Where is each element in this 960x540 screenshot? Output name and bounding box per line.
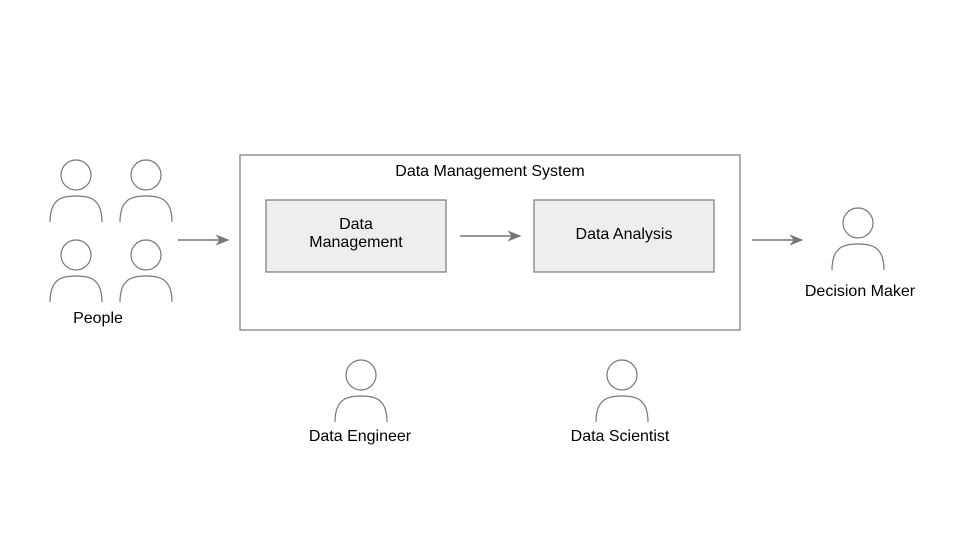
people-icon-2 (50, 240, 102, 302)
people-icon-1 (120, 160, 172, 222)
data-engineer-icon (335, 360, 387, 422)
box-data-analysis-label: Data Analysis (534, 226, 714, 244)
system-title: Data Management System (240, 163, 740, 181)
decision-maker-icon (832, 208, 884, 270)
people-icon-0 (50, 160, 102, 222)
data-scientist-icon (596, 360, 648, 422)
people-label: People (48, 310, 148, 328)
data-scientist-label: Data Scientist (540, 428, 700, 446)
box-data-management-label: DataManagement (266, 216, 446, 252)
data-engineer-label: Data Engineer (280, 428, 440, 446)
diagram-svg (0, 0, 960, 540)
decision-maker-label: Decision Maker (790, 283, 930, 301)
people-icon-3 (120, 240, 172, 302)
